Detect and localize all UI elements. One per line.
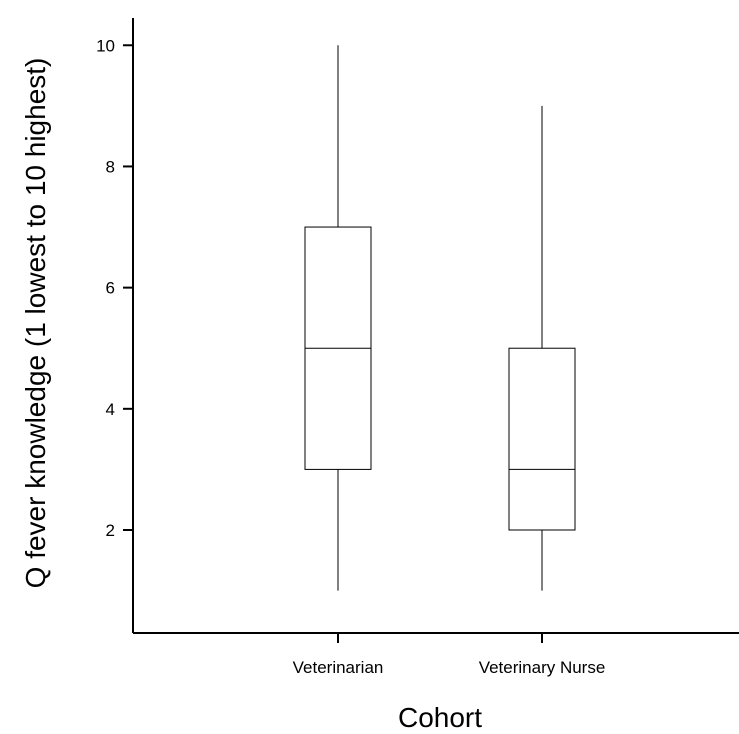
y-axis-title: Q fever knowledge (1 lowest to 10 highes… [20, 58, 51, 589]
y-tick-label: 4 [106, 400, 115, 419]
y-tick-label: 6 [106, 279, 115, 298]
x-tick-label: Veterinary Nurse [479, 658, 606, 677]
y-axis-ticks: 2 4 6 8 10 [96, 36, 133, 540]
box-series [304, 45, 576, 591]
x-axis-ticks: Veterinarian Veterinary Nurse [293, 633, 606, 677]
y-tick-label: 10 [96, 36, 115, 55]
x-axis-title: Cohort [398, 702, 482, 733]
box-group [508, 105, 576, 591]
plot-area [132, 18, 739, 634]
y-tick-label: 8 [106, 157, 115, 176]
x-tick-label: Veterinarian [293, 658, 384, 677]
box-group [304, 45, 372, 591]
box-iqr [508, 347, 576, 531]
y-tick-label: 2 [106, 521, 115, 540]
